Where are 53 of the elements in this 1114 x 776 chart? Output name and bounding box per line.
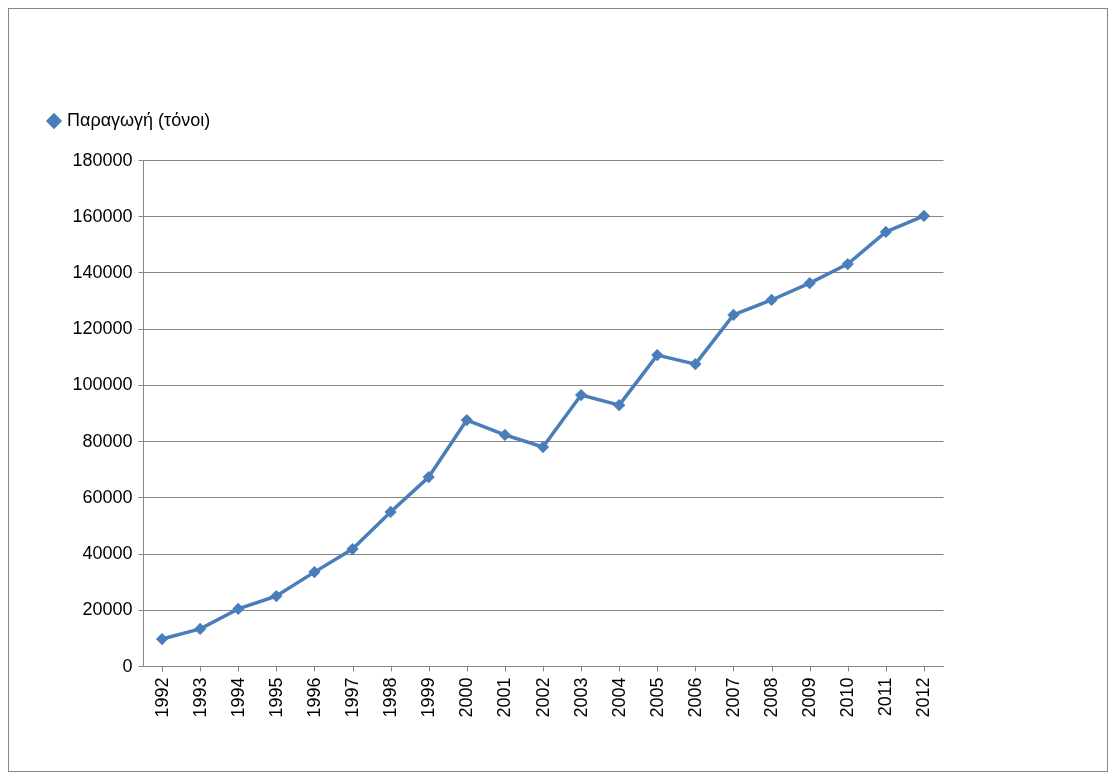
point <box>536 440 550 454</box>
x-tick-label: 2010 <box>837 677 858 718</box>
point <box>803 277 816 290</box>
x-tick-label: 2007 <box>722 677 743 718</box>
x-tick-label: 1997 <box>342 677 363 718</box>
point <box>765 293 778 307</box>
x-tick-label: 2002 <box>532 677 553 718</box>
y-tick-label: 40000 <box>82 543 133 564</box>
x-tick-label: 2006 <box>684 677 705 718</box>
x-tick-label: 2008 <box>761 677 782 718</box>
point <box>613 399 626 412</box>
point <box>917 209 931 223</box>
y-tick-label: 80000 <box>82 430 133 451</box>
point <box>384 505 397 519</box>
point <box>460 413 473 427</box>
x-tick-label: 1998 <box>380 677 401 718</box>
x-tick-label: 1999 <box>418 677 439 718</box>
x-tick-label: 2005 <box>646 677 667 718</box>
x-tick-label: 1992 <box>151 677 172 718</box>
y-tick-label: 60000 <box>82 486 133 507</box>
point <box>346 542 359 556</box>
x-tick-label: 1993 <box>189 677 210 718</box>
y-tick-label: 180000 <box>72 149 133 170</box>
x-tick-label: 2001 <box>494 677 515 718</box>
point <box>841 257 854 271</box>
point <box>689 357 702 371</box>
point <box>422 470 435 484</box>
x-tick-label: 2004 <box>608 677 629 718</box>
point <box>194 622 207 636</box>
point <box>879 225 892 239</box>
y-tick-label: 140000 <box>72 261 133 282</box>
legend-label: Παραγωγή (τόνοι) <box>67 110 211 130</box>
x-tick-label: 1996 <box>303 677 324 718</box>
y-tick-label: 100000 <box>72 374 133 395</box>
y-tick-label: 160000 <box>72 205 133 226</box>
x-tick-label: 1995 <box>265 677 286 718</box>
point <box>270 589 283 603</box>
point <box>498 428 512 442</box>
x-tick-label: 2009 <box>799 677 820 718</box>
y-tick-label: 120000 <box>72 318 133 339</box>
x-tick-label: 2011 <box>875 677 896 717</box>
x-tick-label: 2003 <box>570 677 591 718</box>
point <box>727 308 740 322</box>
point <box>155 632 169 646</box>
x-tick-label: 1994 <box>227 677 248 718</box>
x-tick-label: 2012 <box>913 677 934 718</box>
y-tick-label: 20000 <box>82 599 133 620</box>
point <box>651 348 664 362</box>
point <box>232 602 245 616</box>
point <box>574 388 588 402</box>
y-tick-label: 0 <box>122 655 133 676</box>
point <box>308 565 321 579</box>
x-tick-label: 2000 <box>456 677 477 718</box>
